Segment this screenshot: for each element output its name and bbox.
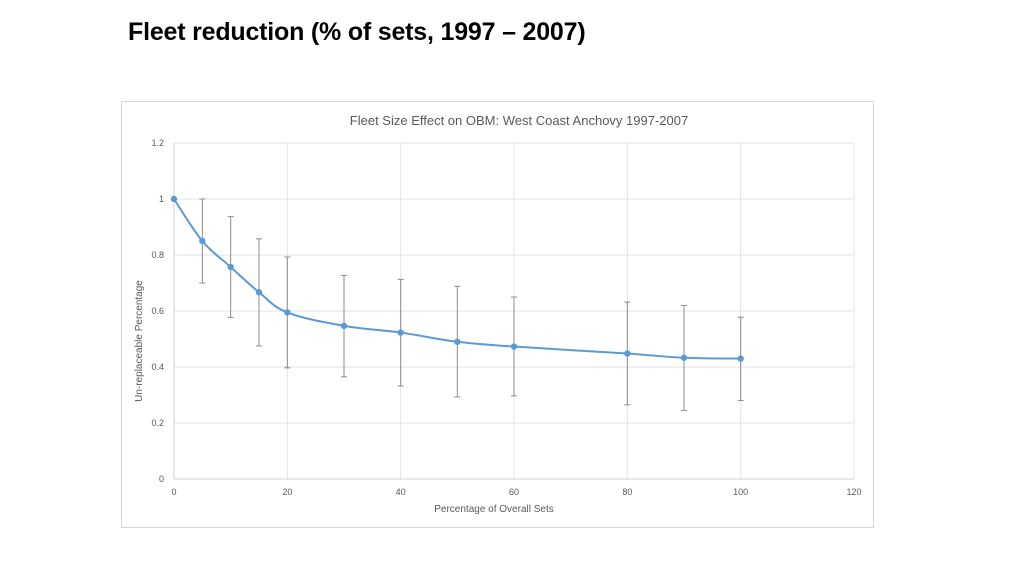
x-tick-label: 120 [846, 487, 861, 497]
data-point [737, 355, 744, 362]
x-tick-label: 40 [396, 487, 406, 497]
data-point [680, 354, 688, 361]
chart-frame: Fleet Size Effect on OBM: West Coast Anc… [121, 101, 874, 528]
data-point [454, 338, 461, 345]
y-tick-label: 0.6 [151, 306, 164, 316]
x-tick-label: 80 [622, 487, 632, 497]
data-point [624, 350, 631, 357]
x-tick-label: 60 [509, 487, 519, 497]
y-tick-label: 1.2 [151, 138, 164, 148]
y-axis-title: Un-replaceable Percentage [134, 280, 145, 402]
y-tick-label: 0.2 [151, 418, 164, 428]
x-tick-label: 0 [171, 487, 176, 497]
x-tick-label: 20 [282, 487, 292, 497]
x-tick-label: 100 [733, 487, 748, 497]
y-tick-label: 0.4 [151, 362, 164, 372]
data-point [284, 309, 291, 316]
y-tick-label: 1 [159, 194, 164, 204]
x-axis-title: Percentage of Overall Sets [434, 504, 554, 515]
slide-title: Fleet reduction (% of sets, 1997 – 2007) [128, 18, 586, 46]
data-point [397, 329, 404, 336]
line-chart: Fleet Size Effect on OBM: West Coast Anc… [134, 113, 862, 515]
error-bars [199, 198, 744, 411]
data-point [510, 343, 518, 350]
data-point [227, 263, 234, 271]
data-points [170, 195, 744, 362]
data-point [199, 237, 206, 245]
data-point [340, 322, 348, 330]
y-tick-label: 0.8 [151, 250, 164, 260]
tick-labels: 0 0.2 0.4 0.6 0.8 1 1.2 0 20 40 60 80 100 120 [151, 138, 861, 497]
data-point [170, 195, 178, 203]
y-tick-label: 0 [159, 474, 164, 484]
data-point [255, 289, 263, 296]
chart-title: Fleet Size Effect on OBM: West Coast Anc… [350, 113, 688, 128]
